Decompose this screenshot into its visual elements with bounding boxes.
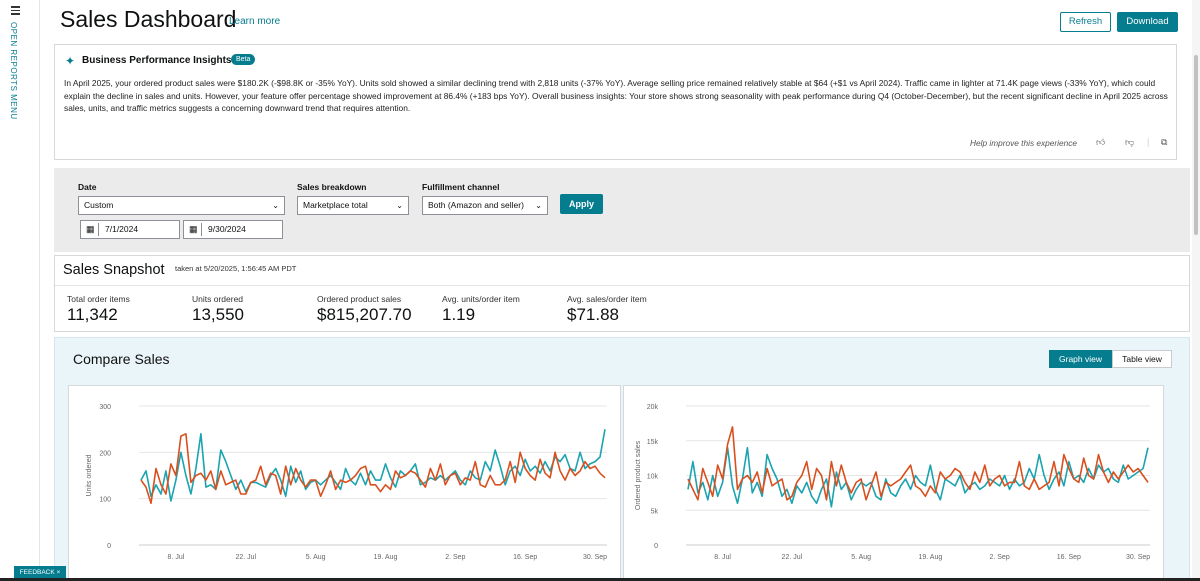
y-axis-label: Ordered product sales: [635, 440, 642, 510]
metric-value: 1.19: [442, 305, 476, 324]
beta-badge: Beta: [231, 54, 256, 65]
x-tick-label: 16. Sep: [1057, 554, 1081, 561]
insights-body: In April 2025, your ordered product sale…: [64, 78, 1168, 114]
metric-label: Avg. sales/order item: [567, 294, 647, 304]
divider: [55, 285, 1189, 286]
breakdown-select-value: Marketplace total: [303, 200, 368, 210]
metric-label: Total order items: [67, 294, 130, 304]
y-tick-label: 0: [654, 543, 658, 550]
start-date-value: 7/1/2024: [105, 224, 139, 234]
chevron-down-icon: ⌄: [396, 201, 403, 210]
sales-snapshot: Sales Snapshot taken at 5/20/2025, 1:56:…: [54, 255, 1190, 332]
sales-chart: 0 5k 10k 15k 20k Ordered product sales 8. Jul 2…: [623, 385, 1164, 581]
apply-button[interactable]: Apply: [560, 194, 603, 214]
x-tick-label: 8. Jul: [168, 554, 185, 561]
metric-label: Avg. units/order item: [442, 294, 520, 304]
x-tick-label: 30. Sep: [1126, 554, 1150, 561]
y-tick-label: 10k: [647, 474, 659, 481]
page-title: Sales Dashboard: [60, 6, 237, 32]
breakdown-label: Sales breakdown: [297, 182, 367, 192]
refresh-button[interactable]: Refresh: [1060, 12, 1111, 32]
x-tick-label: 2. Sep: [445, 554, 465, 561]
metric-value: $815,207.70: [317, 305, 412, 324]
y-axis-label: Units ordered: [86, 454, 93, 496]
copy-icon[interactable]: ⧉: [1161, 137, 1168, 147]
date-select[interactable]: Custom ⌄: [78, 196, 285, 215]
fulfillment-select-value: Both (Amazon and seller): [428, 200, 524, 210]
divider: |: [1147, 137, 1150, 147]
thumbs-up-icon[interactable]: 👍︎: [1096, 137, 1106, 147]
bottom-bar: [0, 578, 1200, 581]
hamburger-icon[interactable]: [11, 6, 20, 17]
y-tick-label: 15k: [647, 439, 659, 446]
metric-value: 11,342: [67, 305, 118, 324]
chevron-down-icon: ⌄: [535, 201, 542, 210]
thumbs-down-icon[interactable]: 👎︎: [1125, 137, 1135, 147]
chevron-down-icon: ⌄: [272, 201, 279, 210]
table-view-toggle[interactable]: Table view: [1112, 350, 1172, 368]
x-tick-label: 16. Sep: [513, 554, 537, 561]
snapshot-title: Sales Snapshot: [63, 262, 165, 278]
left-rail: OPEN REPORTS MENU: [0, 0, 40, 581]
y-tick-label: 200: [99, 450, 111, 457]
series-line-1[interactable]: [687, 446, 1149, 508]
x-tick-label: 8. Jul: [714, 554, 731, 561]
fulfillment-select[interactable]: Both (Amazon and seller) ⌄: [422, 196, 548, 215]
units-chart: 0 100 200 300 Units ordered 8. Jul 22. Jul 5. A…: [68, 385, 621, 581]
x-tick-label: 22. Jul: [782, 554, 803, 561]
y-tick-label: 20k: [647, 404, 659, 411]
end-date-input[interactable]: ▦ 9/30/2024: [183, 220, 283, 239]
open-reports-menu[interactable]: OPEN REPORTS MENU: [9, 22, 18, 120]
download-button[interactable]: Download: [1117, 12, 1178, 32]
scrollbar-thumb[interactable]: [1194, 55, 1198, 235]
series-line-2[interactable]: [687, 426, 1149, 501]
breakdown-select[interactable]: Marketplace total ⌄: [297, 196, 409, 215]
y-tick-label: 300: [99, 404, 111, 411]
x-tick-label: 2. Sep: [989, 554, 1009, 561]
calendar-icon: ▦: [189, 224, 198, 234]
date-label: Date: [78, 182, 97, 192]
help-improve-text: Help improve this experience: [970, 138, 1077, 148]
learn-more-link[interactable]: Learn more: [229, 16, 281, 27]
metric-value: 13,550: [192, 305, 244, 324]
sparkle-icon: ✦: [65, 54, 76, 68]
units-chart-svg: 0 100 200 300 Units ordered 8. Jul 22. Jul 5. A…: [86, 404, 607, 561]
insights-panel: ✦ Business Performance Insights Beta In …: [54, 44, 1177, 160]
x-tick-label: 5. Aug: [306, 554, 326, 561]
y-tick-label: 0: [107, 543, 111, 550]
x-tick-label: 19. Aug: [374, 554, 398, 561]
y-tick-label: 5k: [651, 508, 659, 515]
compare-sales-title: Compare Sales: [73, 351, 170, 367]
metric-label: Units ordered: [192, 294, 244, 304]
x-tick-label: 30. Sep: [583, 554, 607, 561]
date-select-value: Custom: [84, 200, 114, 210]
series-line-1[interactable]: [140, 429, 606, 502]
sales-chart-svg: 0 5k 10k 15k 20k Ordered product sales 8. Jul 2…: [635, 404, 1150, 561]
compare-sales-section: Compare Sales Graph view Table view 0 100…: [54, 337, 1190, 581]
feedback-button[interactable]: FEEDBACK ×: [14, 566, 66, 580]
calendar-icon: ▦: [86, 224, 95, 234]
series-line-2[interactable]: [140, 432, 606, 505]
insights-title: Business Performance Insights: [82, 55, 232, 66]
start-date-input[interactable]: ▦ 7/1/2024: [80, 220, 180, 239]
metric-value: $71.88: [567, 305, 619, 324]
fulfillment-label: Fulfillment channel: [422, 182, 500, 192]
graph-view-toggle[interactable]: Graph view: [1049, 350, 1112, 368]
scrollbar[interactable]: [1192, 0, 1200, 581]
metric-label: Ordered product sales: [317, 294, 402, 304]
snapshot-timestamp: taken at 5/20/2025, 1:56:45 AM PDT: [175, 264, 297, 273]
y-tick-label: 100: [99, 497, 111, 504]
end-date-value: 9/30/2024: [208, 224, 246, 234]
x-tick-label: 22. Jul: [235, 554, 256, 561]
x-tick-label: 19. Aug: [918, 554, 942, 561]
x-tick-label: 5. Aug: [851, 554, 871, 561]
